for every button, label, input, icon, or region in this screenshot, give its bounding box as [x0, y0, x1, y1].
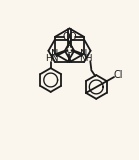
Text: Cl: Cl [113, 70, 123, 80]
Text: HN: HN [45, 54, 58, 63]
Text: O: O [68, 32, 76, 42]
Text: NH: NH [80, 54, 93, 63]
Text: O: O [63, 32, 71, 42]
Text: N: N [80, 49, 88, 59]
Text: N: N [51, 49, 59, 59]
Text: O: O [66, 45, 73, 55]
